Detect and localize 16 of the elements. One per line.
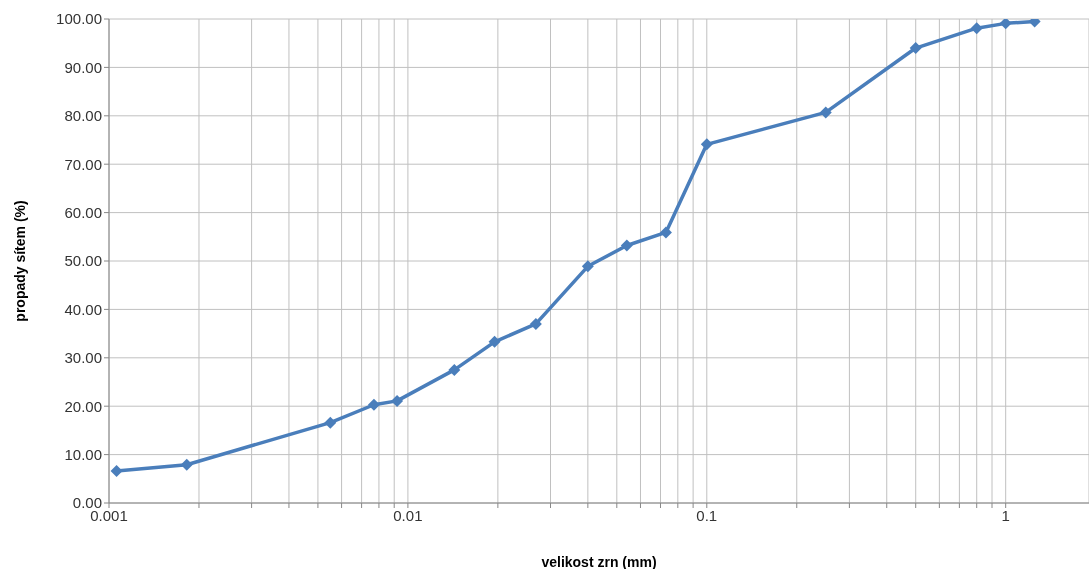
x-tick-label: 0.1 [696, 506, 718, 524]
x-tick-label: 1 [1001, 506, 1010, 524]
y-tick-label: 30.00 [64, 349, 102, 367]
y-tick-label: 90.00 [64, 58, 102, 76]
x-axis-title: velikost zrn (mm) [541, 554, 657, 569]
y-tick-label: 100.00 [56, 10, 102, 28]
y-tick-label: 60.00 [64, 203, 102, 221]
y-tick-label: 80.00 [64, 107, 102, 125]
y-tick-label: 0.00 [72, 494, 102, 512]
y-tick-label: 40.00 [64, 300, 102, 318]
y-axis-title: propady sítem (%) [11, 200, 28, 322]
y-tick-label: 70.00 [64, 155, 102, 173]
y-tick-label: 10.00 [64, 445, 102, 463]
y-tick-label: 50.00 [64, 252, 102, 270]
y-tick-label: 20.00 [64, 397, 102, 415]
x-tick-label: 0.01 [393, 506, 423, 524]
